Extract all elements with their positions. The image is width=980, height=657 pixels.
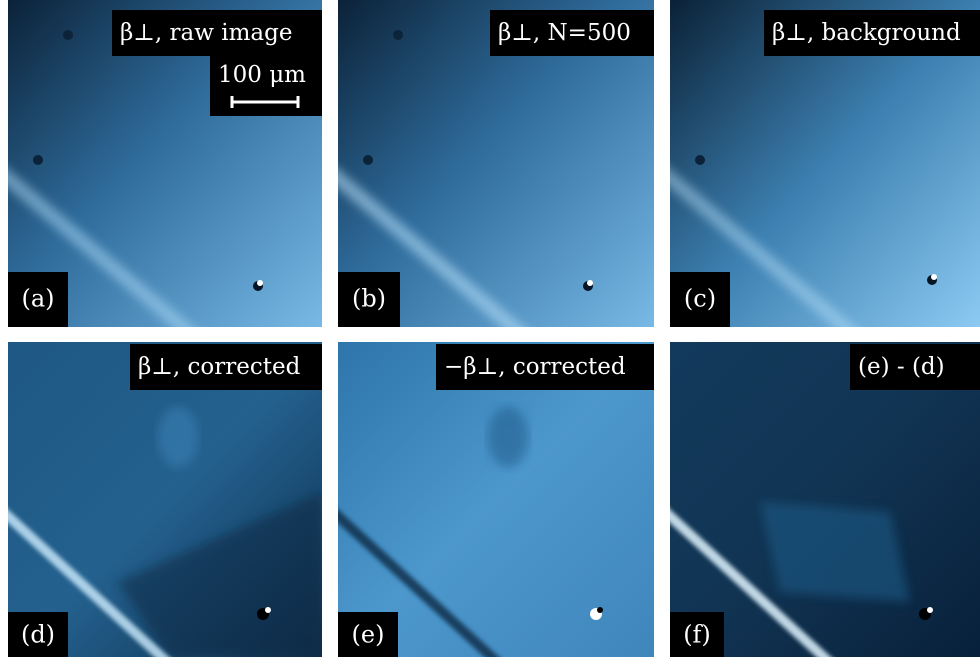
panel-label: (d) [21, 621, 55, 649]
panel-label: (a) [21, 285, 54, 313]
figure: β⊥, raw image 100 μm (a) β⊥, N=500 (b) β… [0, 0, 980, 657]
panel: β⊥, background (c) [660, 0, 980, 340]
panel-label: (c) [684, 285, 716, 313]
panel: β⊥, corrected (d) [0, 342, 322, 657]
panel-label: (f) [683, 621, 711, 649]
panel-title: (e) - (d) [858, 354, 945, 380]
panel: β⊥, N=500 (b) [328, 0, 654, 340]
panel-title: β⊥, raw image [120, 20, 292, 46]
panel-title: −β⊥, corrected [444, 354, 626, 380]
panel: −β⊥, corrected (e) [328, 342, 654, 657]
panel: (e) - (d) (f) [660, 342, 980, 657]
panel-label: (e) [352, 621, 385, 649]
scalebar-label: 100 μm [218, 62, 306, 88]
panel-label: (b) [352, 285, 386, 313]
panel-title: β⊥, background [772, 20, 961, 46]
panel: β⊥, raw image 100 μm (a) [0, 0, 322, 340]
panel-title: β⊥, N=500 [498, 20, 631, 46]
panel-title: β⊥, corrected [138, 354, 301, 380]
